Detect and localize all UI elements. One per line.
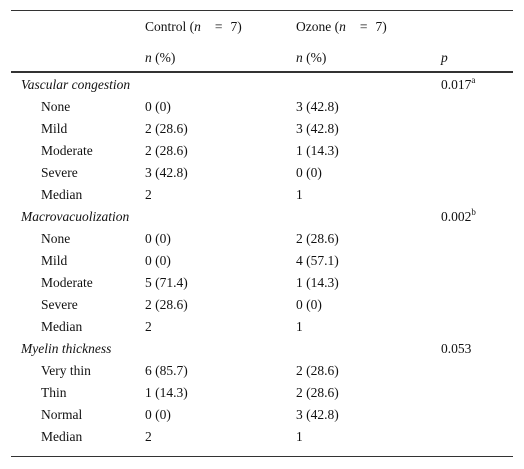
row-label: None (41, 231, 71, 246)
row-label: None (41, 99, 71, 114)
control-value: 0 (0) (145, 407, 171, 422)
p-footnote-marker: b (471, 206, 476, 217)
row-label: Median (41, 319, 83, 334)
ozone-value: 0 (0) (296, 297, 322, 312)
ozone-value: 1 (14.3) (296, 143, 339, 158)
control-value: 0 (0) (145, 99, 171, 114)
section-title: Myelin thickness (21, 341, 112, 356)
bottom-rule (11, 456, 513, 457)
row-label: Mild (41, 121, 68, 136)
subheader-ozone: n (%) (296, 50, 327, 65)
control-value: 2 (145, 319, 152, 334)
row-label: Mild (41, 253, 68, 268)
row-label: Very thin (41, 363, 91, 378)
control-value: 5 (71.4) (145, 275, 188, 290)
p-value: 0.017a (441, 74, 476, 92)
header-control: Control (n = 7) (145, 19, 242, 34)
control-value: 6 (85.7) (145, 363, 188, 378)
row-label: Severe (41, 297, 78, 312)
subheader-control: n (%) (145, 50, 176, 65)
control-value: 2 (145, 429, 152, 444)
ozone-value: 1 (296, 429, 303, 444)
ozone-value: 2 (28.6) (296, 385, 339, 400)
row-label: Median (41, 187, 83, 202)
row-label: Moderate (41, 143, 93, 158)
control-value: 3 (42.8) (145, 165, 188, 180)
p-value: 0.002b (441, 206, 476, 224)
ozone-value: 1 (296, 187, 303, 202)
row-label: Normal (41, 407, 83, 422)
ozone-value: 2 (28.6) (296, 363, 339, 378)
control-value: 0 (0) (145, 253, 171, 268)
p-value: 0.053 (441, 341, 472, 356)
row-label: Thin (41, 385, 67, 400)
header-ozone: Ozone (n = 7) (296, 19, 387, 34)
control-value: 2 (28.6) (145, 143, 188, 158)
row-label: Severe (41, 165, 78, 180)
p-footnote-marker: a (471, 74, 476, 85)
section-title: Vascular congestion (21, 77, 131, 92)
header-rule (11, 71, 513, 73)
ozone-value: 4 (57.1) (296, 253, 339, 268)
ozone-value: 3 (42.8) (296, 407, 339, 422)
top-rule (11, 10, 513, 11)
ozone-value: 3 (42.8) (296, 121, 339, 136)
control-value: 2 (28.6) (145, 121, 188, 136)
subheader-p: p (441, 50, 448, 65)
control-value: 2 (28.6) (145, 297, 188, 312)
ozone-value: 3 (42.8) (296, 99, 339, 114)
control-value: 0 (0) (145, 231, 171, 246)
ozone-value: 1 (296, 319, 303, 334)
control-value: 1 (14.3) (145, 385, 188, 400)
ozone-value: 2 (28.6) (296, 231, 339, 246)
row-label: Median (41, 429, 83, 444)
control-value: 2 (145, 187, 152, 202)
ozone-value: 1 (14.3) (296, 275, 339, 290)
row-label: Moderate (41, 275, 93, 290)
ozone-value: 0 (0) (296, 165, 322, 180)
section-title: Macrovacuolization (21, 209, 130, 224)
